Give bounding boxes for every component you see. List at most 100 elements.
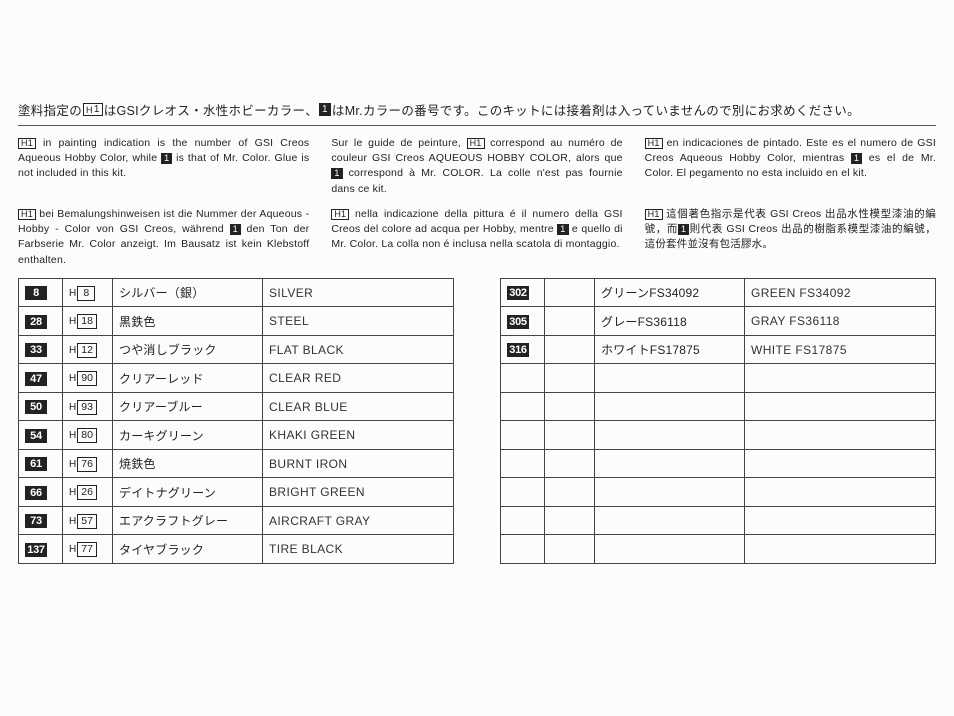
cell-jp-name: シルバー（銀）	[113, 278, 263, 307]
h-number: H8	[69, 286, 95, 301]
marker-outline-icon: H1	[467, 138, 485, 149]
cell-en-name: BURNT IRON	[263, 449, 454, 478]
cell-h-number	[545, 478, 595, 507]
cell-mr-number: 73	[19, 506, 63, 535]
marker-outline-icon: H1	[331, 209, 349, 220]
header-jp: 塗料指定の H1 はGSIクレオス・水性ホビーカラー、 1 はMr.カラーの番号…	[18, 100, 936, 119]
cell-en-name	[745, 392, 936, 421]
table-row: 28H18黒鉄色STEEL	[19, 307, 454, 336]
cell-h-number	[545, 307, 595, 336]
cell-h-number: H76	[63, 449, 113, 478]
cell-h-number	[545, 392, 595, 421]
cell-h-number: H12	[63, 335, 113, 364]
cell-en-name: WHITE FS17875	[745, 335, 936, 364]
cell-jp-name: カーキグリーン	[113, 421, 263, 450]
para-it: H1 nella indicazione della pittura é il …	[331, 207, 622, 268]
cell-en-name: SILVER	[263, 278, 454, 307]
cell-mr-number	[501, 506, 545, 535]
mr-number-box: 54	[25, 429, 47, 443]
cell-jp-name: グレーFS36118	[595, 307, 745, 336]
para-es: H1 en indicaciones de pintado. Este es e…	[645, 136, 936, 197]
cell-h-number: H93	[63, 392, 113, 421]
mr-number-box: 302	[507, 286, 529, 300]
mr-number-box: 73	[25, 514, 47, 528]
cell-mr-number: 8	[19, 278, 63, 307]
table-row: 73H57エアクラフトグレーAIRCRAFT GRAY	[19, 506, 454, 535]
h-number: H12	[69, 343, 97, 358]
cell-jp-name: グリーンFS34092	[595, 278, 745, 307]
cell-h-number	[545, 506, 595, 535]
h-number: H93	[69, 400, 97, 415]
cell-jp-name	[595, 421, 745, 450]
cell-mr-number	[501, 364, 545, 393]
mr-number-box: 50	[25, 400, 47, 414]
h-number: H57	[69, 514, 97, 529]
table-row: 316ホワイトFS17875WHITE FS17875	[501, 335, 936, 364]
h-number: H26	[69, 485, 97, 500]
cell-en-name	[745, 506, 936, 535]
cell-en-name: CLEAR BLUE	[263, 392, 454, 421]
para-zh: H1 這個著色指示是代表 GSI Creos 出品水性模型漆油的編號，而1則代表…	[645, 207, 936, 268]
cell-en-name: BRIGHT GREEN	[263, 478, 454, 507]
marker-solid-icon: 1	[230, 224, 241, 235]
h-number: H76	[69, 457, 97, 472]
cell-en-name	[745, 535, 936, 564]
marker-outline-icon: H1	[645, 138, 663, 149]
mr-number-box: 28	[25, 315, 47, 329]
cell-jp-name	[595, 392, 745, 421]
header-jp-a: 塗料指定の	[18, 100, 82, 119]
cell-jp-name: 黒鉄色	[113, 307, 263, 336]
cell-h-number: H8	[63, 278, 113, 307]
cell-en-name	[745, 478, 936, 507]
cell-mr-number: 33	[19, 335, 63, 364]
cell-en-name: KHAKI GREEN	[263, 421, 454, 450]
cell-jp-name: 焼鉄色	[113, 449, 263, 478]
marker-solid: 1	[319, 103, 331, 116]
cell-mr-number: 54	[19, 421, 63, 450]
header-jp-c: はMr.カラーの番号です。このキットには接着剤は入っていませんので別にお求めくだ…	[332, 100, 860, 119]
table-row	[501, 506, 936, 535]
table-row	[501, 535, 936, 564]
cell-h-number: H57	[63, 506, 113, 535]
mr-number-box: 33	[25, 343, 47, 357]
cell-jp-name	[595, 478, 745, 507]
table-row: 61 H76 焼鉄色BURNT IRON	[19, 449, 454, 478]
marker-outline: H1	[83, 103, 103, 116]
cell-en-name: TIRE BLACK	[263, 535, 454, 564]
para-fr: Sur le guide de peinture, H1 correspond …	[331, 136, 622, 197]
cell-jp-name: エアクラフトグレー	[113, 506, 263, 535]
marker-solid-icon: 1	[678, 224, 689, 235]
cell-en-name	[745, 449, 936, 478]
cell-mr-number: 302	[501, 278, 545, 307]
cell-mr-number: 66	[19, 478, 63, 507]
marker-outline-icon: H1	[18, 209, 36, 220]
cell-h-number	[545, 449, 595, 478]
table-row: 137H77タイヤブラックTIRE BLACK	[19, 535, 454, 564]
table-row: 8 H8 シルバー（銀）SILVER	[19, 278, 454, 307]
para-de: H1 bei Bemalungshinweisen ist die Nummer…	[18, 207, 309, 268]
mr-number-box: 137	[25, 543, 47, 557]
table-row	[501, 449, 936, 478]
cell-mr-number: 316	[501, 335, 545, 364]
mr-number-box: 61	[25, 457, 47, 471]
cell-h-number: H90	[63, 364, 113, 393]
marker-outline-icon: H1	[645, 209, 663, 220]
cell-mr-number	[501, 392, 545, 421]
table-row	[501, 392, 936, 421]
header-jp-b: はGSIクレオス・水性ホビーカラー、	[104, 100, 318, 119]
mr-number-box: 8	[25, 286, 47, 300]
table-row: 302グリーンFS34092GREEN FS34092	[501, 278, 936, 307]
cell-en-name: GRAY FS36118	[745, 307, 936, 336]
mr-number-box: 66	[25, 486, 47, 500]
paragraph-grid-row2: H1 bei Bemalungshinweisen ist die Nummer…	[18, 207, 936, 268]
cell-jp-name	[595, 506, 745, 535]
cell-jp-name: デイトナグリーン	[113, 478, 263, 507]
h-number: H90	[69, 371, 97, 386]
table-row: 33H12つや消しブラックFLAT BLACK	[19, 335, 454, 364]
cell-jp-name	[595, 449, 745, 478]
marker-solid-icon: 1	[557, 224, 568, 235]
marker-outline-icon: H1	[18, 138, 36, 149]
mr-number-box: 316	[507, 343, 529, 357]
cell-h-number	[545, 421, 595, 450]
para-en: H1 in painting indication is the number …	[18, 136, 309, 197]
